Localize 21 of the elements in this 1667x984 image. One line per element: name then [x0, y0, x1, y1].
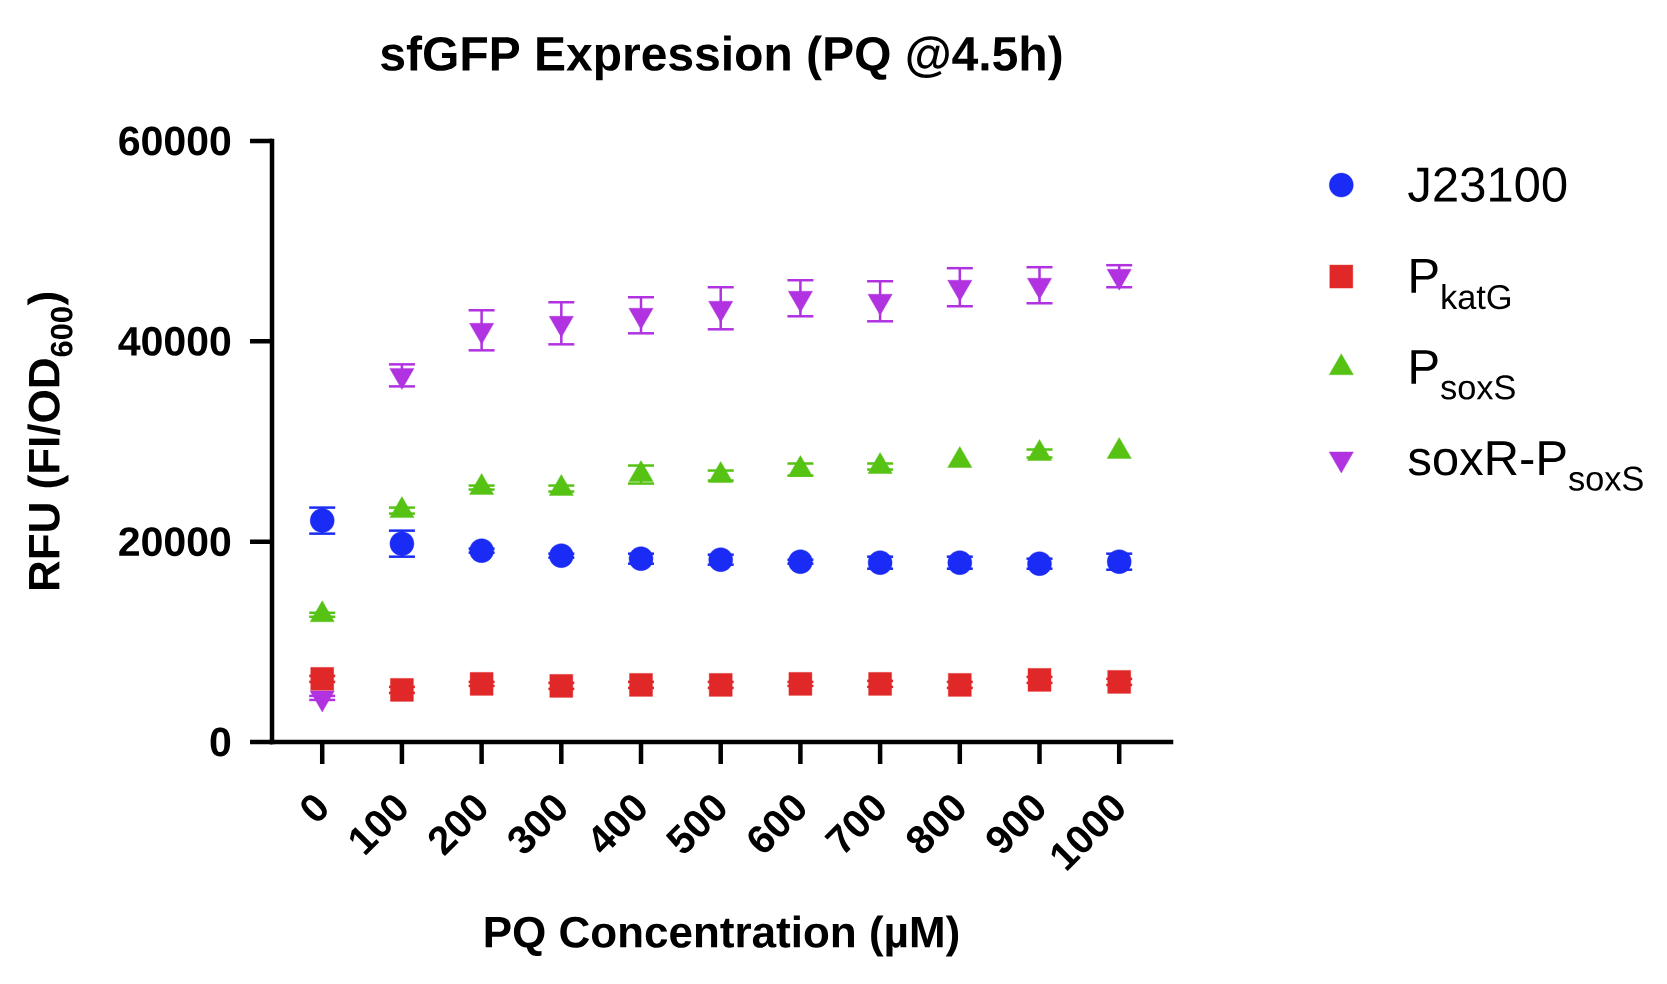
x-tick-label: 500 [665, 795, 726, 854]
legend-label: soxR-P$_{soxS}$ [1408, 441, 1643, 491]
x-tick-label: 700 [824, 795, 885, 854]
y-tick-label: 20000 [119, 527, 231, 557]
x-tick-label: 900 [986, 795, 1045, 853]
legend-label: J23100 [1408, 167, 1567, 202]
x-tick-label: 100 [349, 795, 407, 856]
x-tick-label: 0 [301, 795, 327, 821]
x-tick-label: 400 [592, 795, 646, 853]
x-axis-title: PQ Concentration (µM) [485, 915, 959, 957]
y-tick-label: 0 [210, 727, 231, 757]
y-tick-label: 40000 [118, 326, 231, 356]
chart-title: sfGFP Expression (PQ @4.5h) [381, 35, 1062, 81]
x-tick-label: 200 [428, 795, 487, 857]
x-tick-label: 300 [508, 795, 566, 854]
y-axis-title: RFU (FI/OD$_{600}$) [27, 293, 73, 590]
legend-label: P$_{katG}$ [1411, 258, 1510, 310]
legend-label: P$_{soxS}$ [1411, 350, 1515, 400]
y-tick-label: 60000 [119, 126, 231, 156]
x-tick-label: 800 [906, 795, 965, 854]
x-tick-label: 600 [748, 795, 806, 853]
